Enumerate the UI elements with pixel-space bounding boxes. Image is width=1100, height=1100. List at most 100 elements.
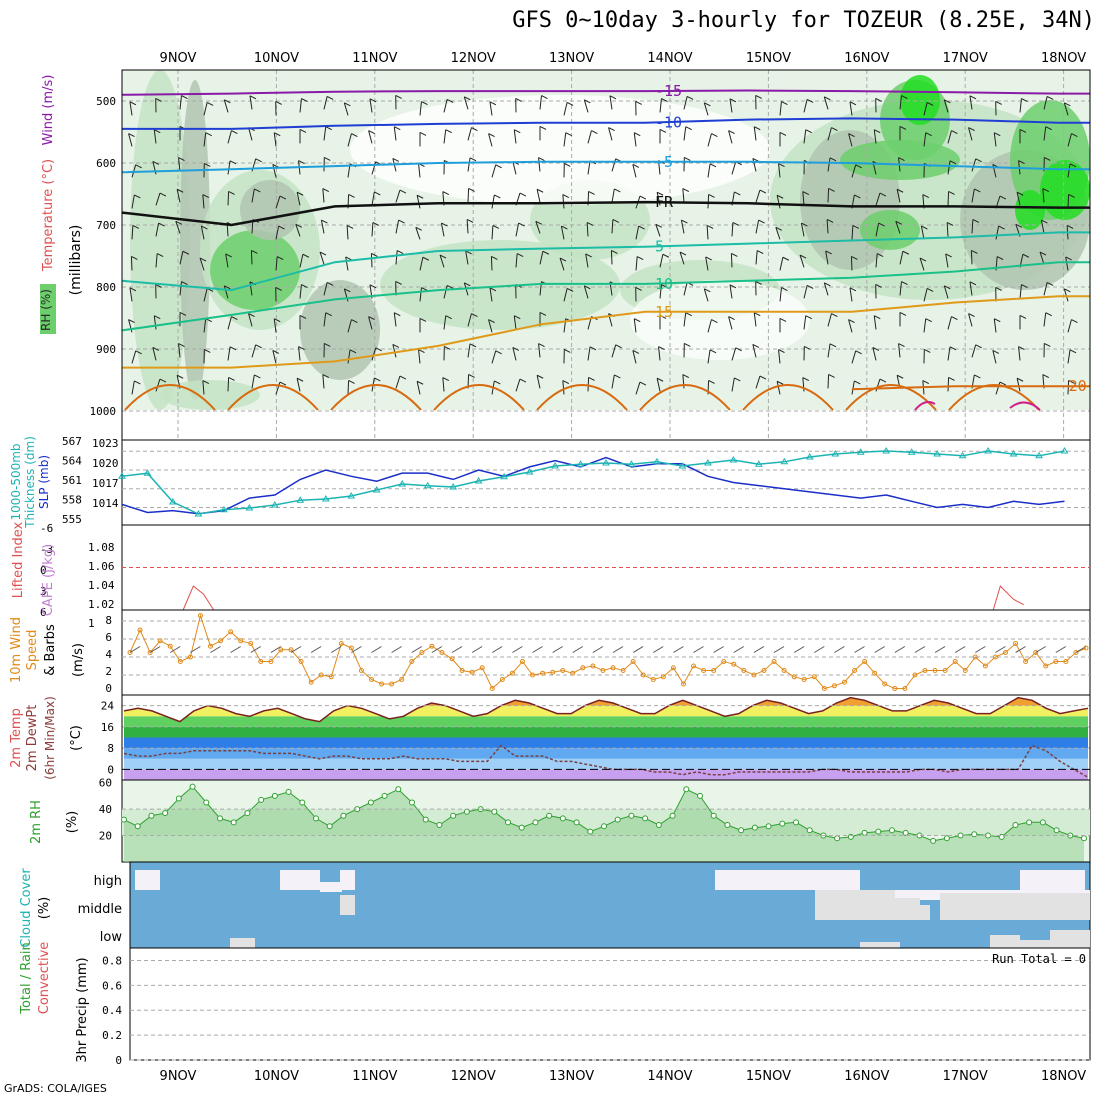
- wind-barb: [755, 219, 760, 234]
- slp-tick: 1014: [92, 497, 119, 510]
- wind-barb-flag: [1041, 219, 1048, 224]
- wind-barb: [827, 374, 830, 389]
- wind-barb: [635, 225, 640, 240]
- wind-barb: [849, 287, 853, 302]
- wind-barb-flag: [971, 249, 978, 254]
- wind-barb-flag: [488, 319, 495, 324]
- date-label-bottom: 12NOV: [451, 1069, 496, 1084]
- wind-barb-flag: [298, 160, 305, 165]
- thickness-line-marker: [296, 496, 305, 503]
- wind-barb-flag: [805, 315, 812, 320]
- wind-barb: [848, 133, 853, 147]
- wind-barb-flag: [469, 343, 477, 348]
- wind-barb-flag: [394, 312, 401, 317]
- wind-barb-flag: [539, 311, 547, 316]
- wind10-barb: [894, 646, 906, 653]
- wind-barb-flag: [829, 343, 837, 348]
- wind-barb: [803, 99, 808, 113]
- rh-blob: [380, 240, 620, 330]
- wind10-tick: 6: [105, 631, 112, 644]
- wind-barb-flag: [799, 254, 807, 259]
- wind10-barb: [592, 646, 604, 653]
- wind-barb-flag: [1016, 191, 1024, 196]
- wind-barb-flag: [178, 157, 185, 162]
- wind-barb-flag: [296, 191, 304, 196]
- wind-barb: [848, 319, 853, 333]
- wind-barb-flag: [444, 345, 451, 350]
- wind-barb: [155, 222, 160, 237]
- wind-barb-flag: [135, 164, 142, 169]
- wind-barb-flag: [255, 158, 262, 163]
- thickness-line-marker: [500, 472, 508, 480]
- wind-barb-flag: [805, 129, 812, 134]
- wind-barb: [275, 225, 280, 240]
- wind-barb-flag: [585, 253, 592, 258]
- wind10-marker: [409, 659, 415, 664]
- rh2m-marker: [710, 812, 717, 819]
- wind-barb-flag: [944, 285, 951, 290]
- wind-barb: [155, 192, 161, 206]
- wind-barb-flag: [541, 95, 548, 100]
- wind-barb: [659, 254, 664, 268]
- precip-tick: 0: [115, 1054, 122, 1067]
- li-tick: 0: [40, 564, 47, 577]
- wind-barb: [467, 313, 472, 327]
- wind10-marker: [590, 663, 596, 669]
- wind-barb: [343, 288, 349, 302]
- wind-barb: [347, 133, 352, 147]
- wind10-barb: [612, 646, 624, 653]
- wind-barb-flag: [399, 189, 407, 194]
- wind10-barb: [693, 646, 704, 653]
- wind-barb-flag: [636, 256, 644, 260]
- wind-barb-flag: [901, 95, 908, 100]
- thickness-line-marker: [856, 448, 865, 455]
- temp-contour-15: [122, 295, 1090, 369]
- wind-barb: [947, 191, 950, 206]
- wind10-marker: [308, 679, 314, 685]
- wind-barb-flag: [301, 98, 308, 103]
- wind-barb: [658, 160, 661, 175]
- rh2m-marker: [134, 823, 141, 830]
- wind-barb-flag: [489, 287, 497, 292]
- wind-barb-flag: [735, 347, 742, 352]
- date-label-bottom: 10NOV: [254, 1069, 299, 1084]
- wind-barb-flag: [396, 250, 404, 254]
- wind-barb-flag: [879, 378, 887, 383]
- wind-barb: [369, 98, 373, 113]
- wind-barb-flag: [415, 226, 423, 231]
- wind-barb: [658, 346, 661, 361]
- slp-frame: [121, 439, 1091, 526]
- wind-barb-flag: [421, 101, 428, 106]
- wind-barb: [395, 189, 401, 203]
- wind-barb: [899, 281, 902, 296]
- wind-barb: [131, 380, 135, 395]
- temp-contour-25: [914, 401, 936, 411]
- wind-barb: [728, 316, 733, 330]
- wind-barb: [943, 99, 949, 113]
- wind-barb: [1016, 192, 1021, 206]
- rh-blob: [860, 210, 920, 250]
- wind-barb-flag: [205, 132, 212, 137]
- wind-barb-flag: [302, 253, 310, 258]
- wind10-marker: [338, 641, 344, 646]
- wind-barb-flag: [615, 344, 622, 349]
- rh2m-marker: [491, 808, 498, 815]
- temp-contour-label: 15: [655, 303, 673, 321]
- wind10-marker: [258, 659, 264, 664]
- wind-barb-flag: [394, 126, 401, 131]
- wind-barb-flag: [829, 157, 837, 162]
- wind-barb-flag: [776, 380, 784, 385]
- wind-barb: [633, 318, 637, 333]
- wind-barb: [703, 102, 709, 116]
- wind-barb: [611, 374, 615, 389]
- wind10-barb: [753, 646, 765, 653]
- wind-barb-flag: [632, 163, 640, 168]
- rh2m-marker: [861, 829, 868, 836]
- wind-barb-flag: [638, 225, 645, 230]
- wind-barb: [827, 188, 830, 203]
- wind-barb: [802, 191, 805, 206]
- wind-barb: [1063, 102, 1069, 116]
- wind-barb: [680, 219, 685, 234]
- thickness-line-marker: [805, 453, 814, 460]
- wind-barb-flag: [154, 129, 161, 134]
